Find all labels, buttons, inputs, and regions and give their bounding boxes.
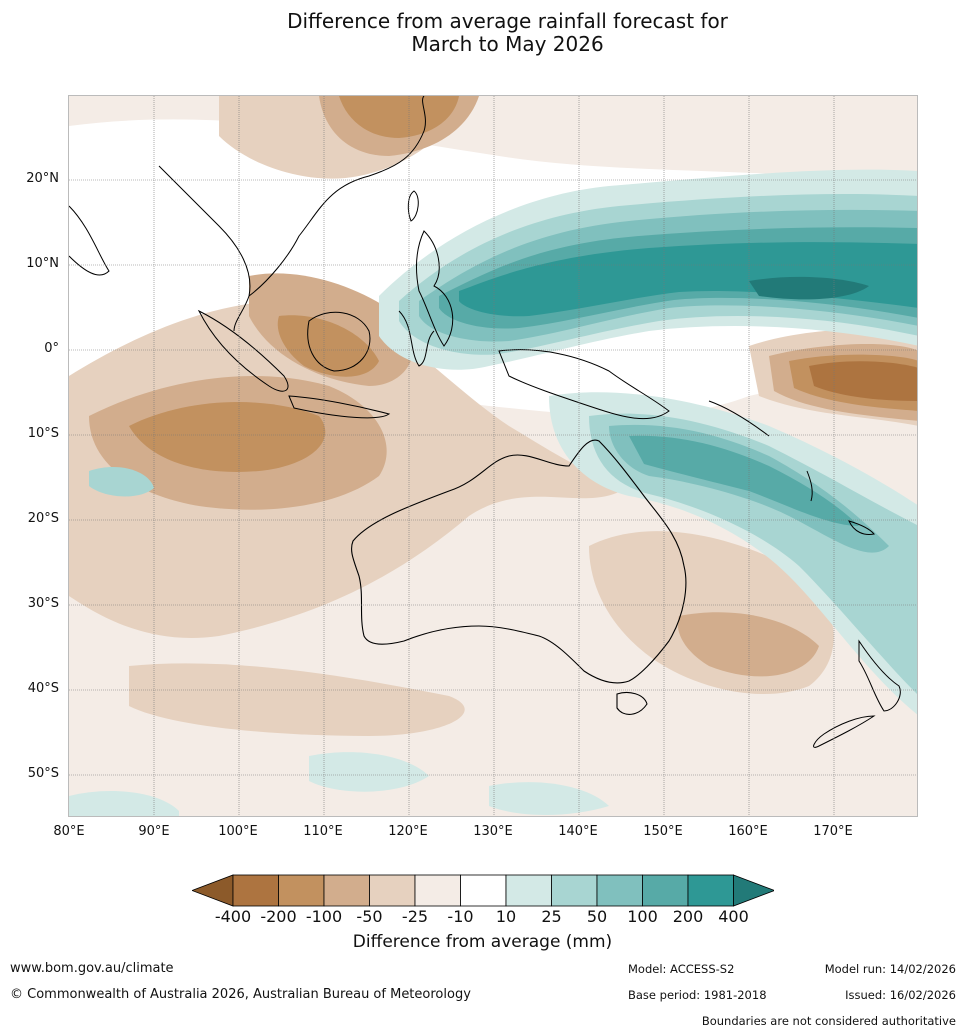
title-line-1: Difference from average rainfall forecas…	[287, 9, 728, 33]
lon-label-140e: 140°E	[558, 824, 598, 839]
colorbar-tick-label: -50	[356, 907, 383, 926]
colorbar-tick-label: 50	[586, 907, 608, 926]
colorbar-tick-label: -25	[401, 907, 429, 926]
title-line-2: March to May 2026	[411, 32, 604, 56]
colorbar-tick-label: -10	[447, 907, 474, 926]
colorbar-segment	[460, 874, 507, 907]
lon-label-120e: 120°E	[388, 824, 428, 839]
copyright-text: © Commonwealth of Australia 2026, Austra…	[10, 987, 471, 1002]
colorbar-tick-label: 25	[541, 907, 562, 926]
lon-label-160e: 160°E	[728, 824, 768, 839]
map-title: Difference from average rainfall forecas…	[0, 10, 965, 56]
colorbar-segment	[687, 874, 734, 907]
lon-label-130e: 130°E	[473, 824, 513, 839]
legend-title: Difference from average (mm)	[352, 932, 613, 952]
colorbar-extend-low	[192, 874, 234, 907]
colorbar-tick-label: -200	[260, 907, 297, 926]
lon-label-100e: 100°E	[218, 824, 258, 839]
lat-label-0: 0°	[44, 341, 59, 356]
colorbar-tick-label: 10	[495, 907, 517, 926]
colorbar-segment	[278, 874, 325, 907]
lat-label-20n: 20°N	[26, 171, 59, 186]
base-period-text: Base period: 1981-2018	[628, 988, 767, 1002]
lon-label-170e: 170°E	[813, 824, 853, 839]
lat-label-10s: 10°S	[27, 426, 59, 441]
lat-label-30s: 30°S	[27, 596, 59, 611]
colorbar-segment	[369, 874, 416, 907]
graticule	[69, 96, 917, 816]
lat-label-20s: 20°S	[27, 511, 59, 526]
colorbar-segment	[642, 874, 689, 907]
lon-label-150e: 150°E	[643, 824, 683, 839]
legend-colorbar	[192, 874, 774, 907]
rainfall-anomaly-map	[68, 95, 918, 817]
colorbar-segment	[596, 874, 643, 907]
colorbar-tick-label: 100	[627, 907, 658, 926]
colorbar-segment	[551, 874, 598, 907]
colorbar-segment	[232, 874, 279, 907]
colorbar-tick-label: -400	[214, 907, 252, 926]
colorbar-segment	[414, 874, 461, 907]
colorbar-segment	[505, 874, 552, 907]
colorbar-tick-label: -100	[305, 907, 343, 926]
colorbar-segment	[323, 874, 370, 907]
lat-label-40s: 40°S	[27, 681, 59, 696]
colorbar-tick-label: 200	[672, 907, 704, 926]
model-run-text: Model run: 14/02/2026	[824, 962, 956, 976]
lon-label-110e: 110°E	[303, 824, 343, 839]
model-text: Model: ACCESS-S2	[628, 962, 735, 976]
website-link[interactable]: www.bom.gov.au/climate	[10, 961, 174, 976]
lat-label-50s: 50°S	[27, 766, 59, 781]
lat-label-10n: 10°N	[26, 256, 59, 271]
lon-label-80e: 80°E	[53, 824, 85, 839]
issued-text: Issued: 16/02/2026	[845, 988, 956, 1002]
colorbar-extend-high	[733, 874, 774, 907]
colorbar-tick-label: 400	[718, 907, 749, 926]
lon-label-90e: 90°E	[138, 824, 170, 839]
disclaimer-text: Boundaries are not considered authoritat…	[701, 1014, 956, 1028]
